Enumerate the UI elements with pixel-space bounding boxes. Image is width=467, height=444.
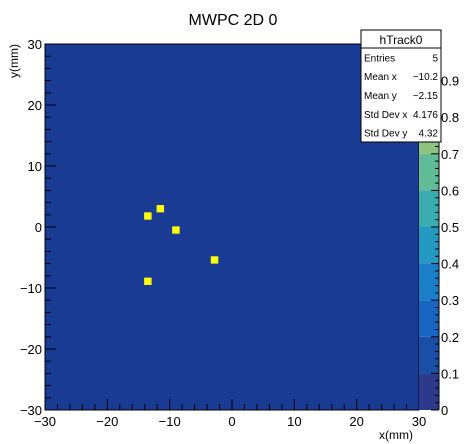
colorbar-tick-label: 0.1 [441, 366, 459, 381]
colorbar-tick-label: 0.7 [441, 147, 459, 162]
colorbar-segment [419, 190, 439, 227]
stats-row-label: Entries [364, 53, 395, 64]
y-tick-label: 20 [28, 98, 42, 113]
x-tick-label: −10 [159, 414, 181, 429]
y-axis-title: y(mm) [7, 44, 21, 78]
data-point [172, 226, 180, 234]
stats-row-value: 4.176 [413, 110, 438, 121]
stats-box: hTrack0 Entries 5 Mean x −10.2 Mean y −2.15 Std… [360, 29, 442, 143]
colorbar-segment [419, 227, 439, 264]
colorbar-segment [419, 336, 439, 374]
axis-ticks: −30 −20 −10 0 10 20 30 −30 −20 −10 0 10 20 30 [20, 37, 426, 429]
colorbar-segment [419, 153, 439, 191]
plot-area [45, 44, 419, 410]
colorbar-tick-label: 0.5 [441, 220, 459, 235]
data-point [156, 205, 165, 213]
stats-row-value: 4.32 [419, 129, 439, 140]
stats-row-value: −2.15 [413, 91, 439, 102]
x-tick-label: −30 [34, 414, 56, 429]
stats-box-name: hTrack0 [380, 33, 423, 47]
colorbar-segment [419, 263, 439, 301]
stats-row-label: Mean x [364, 72, 397, 83]
colorbar-tick-label: 0.3 [441, 293, 459, 308]
colorbar-segment [419, 300, 439, 337]
y-tick-label: −30 [20, 403, 42, 418]
colorbar-tick-label: 0.4 [441, 257, 459, 272]
data-point [210, 256, 219, 264]
colorbar-segment [419, 373, 439, 410]
y-tick-label: 0 [35, 220, 42, 235]
y-tick-label: 30 [28, 37, 42, 52]
x-tick-label: 0 [228, 414, 235, 429]
y-tick-label: −20 [20, 342, 42, 357]
colorbar-tick-label: 0 [441, 403, 448, 418]
data-points [144, 205, 219, 285]
data-point [144, 212, 152, 220]
x-axis-title: x(mm) [379, 428, 413, 442]
x-tick-label: −20 [96, 414, 118, 429]
colorbar-tick-label: 0.9 [441, 74, 459, 89]
stats-row-label: Mean y [364, 91, 397, 102]
x-tick-label: 30 [412, 414, 426, 429]
colorbar-tick-label: 0.2 [441, 330, 459, 345]
stats-row-value: −10.2 [413, 72, 439, 83]
y-tick-label: 10 [28, 159, 42, 174]
stats-row-label: Std Dev y [364, 129, 407, 140]
colorbar-tick-label: 0.6 [441, 183, 459, 198]
stats-box-frame [360, 29, 442, 143]
y-tick-label: −10 [20, 281, 42, 296]
x-tick-label: 20 [349, 414, 363, 429]
colorbar-tick-label: 0.8 [441, 110, 459, 125]
x-tick-label: 10 [287, 414, 301, 429]
data-point [144, 277, 152, 285]
stats-row-value: 5 [432, 53, 438, 64]
chart-title: MWPC 2D 0 [189, 12, 278, 29]
stats-row-label: Std Dev x [364, 110, 407, 121]
